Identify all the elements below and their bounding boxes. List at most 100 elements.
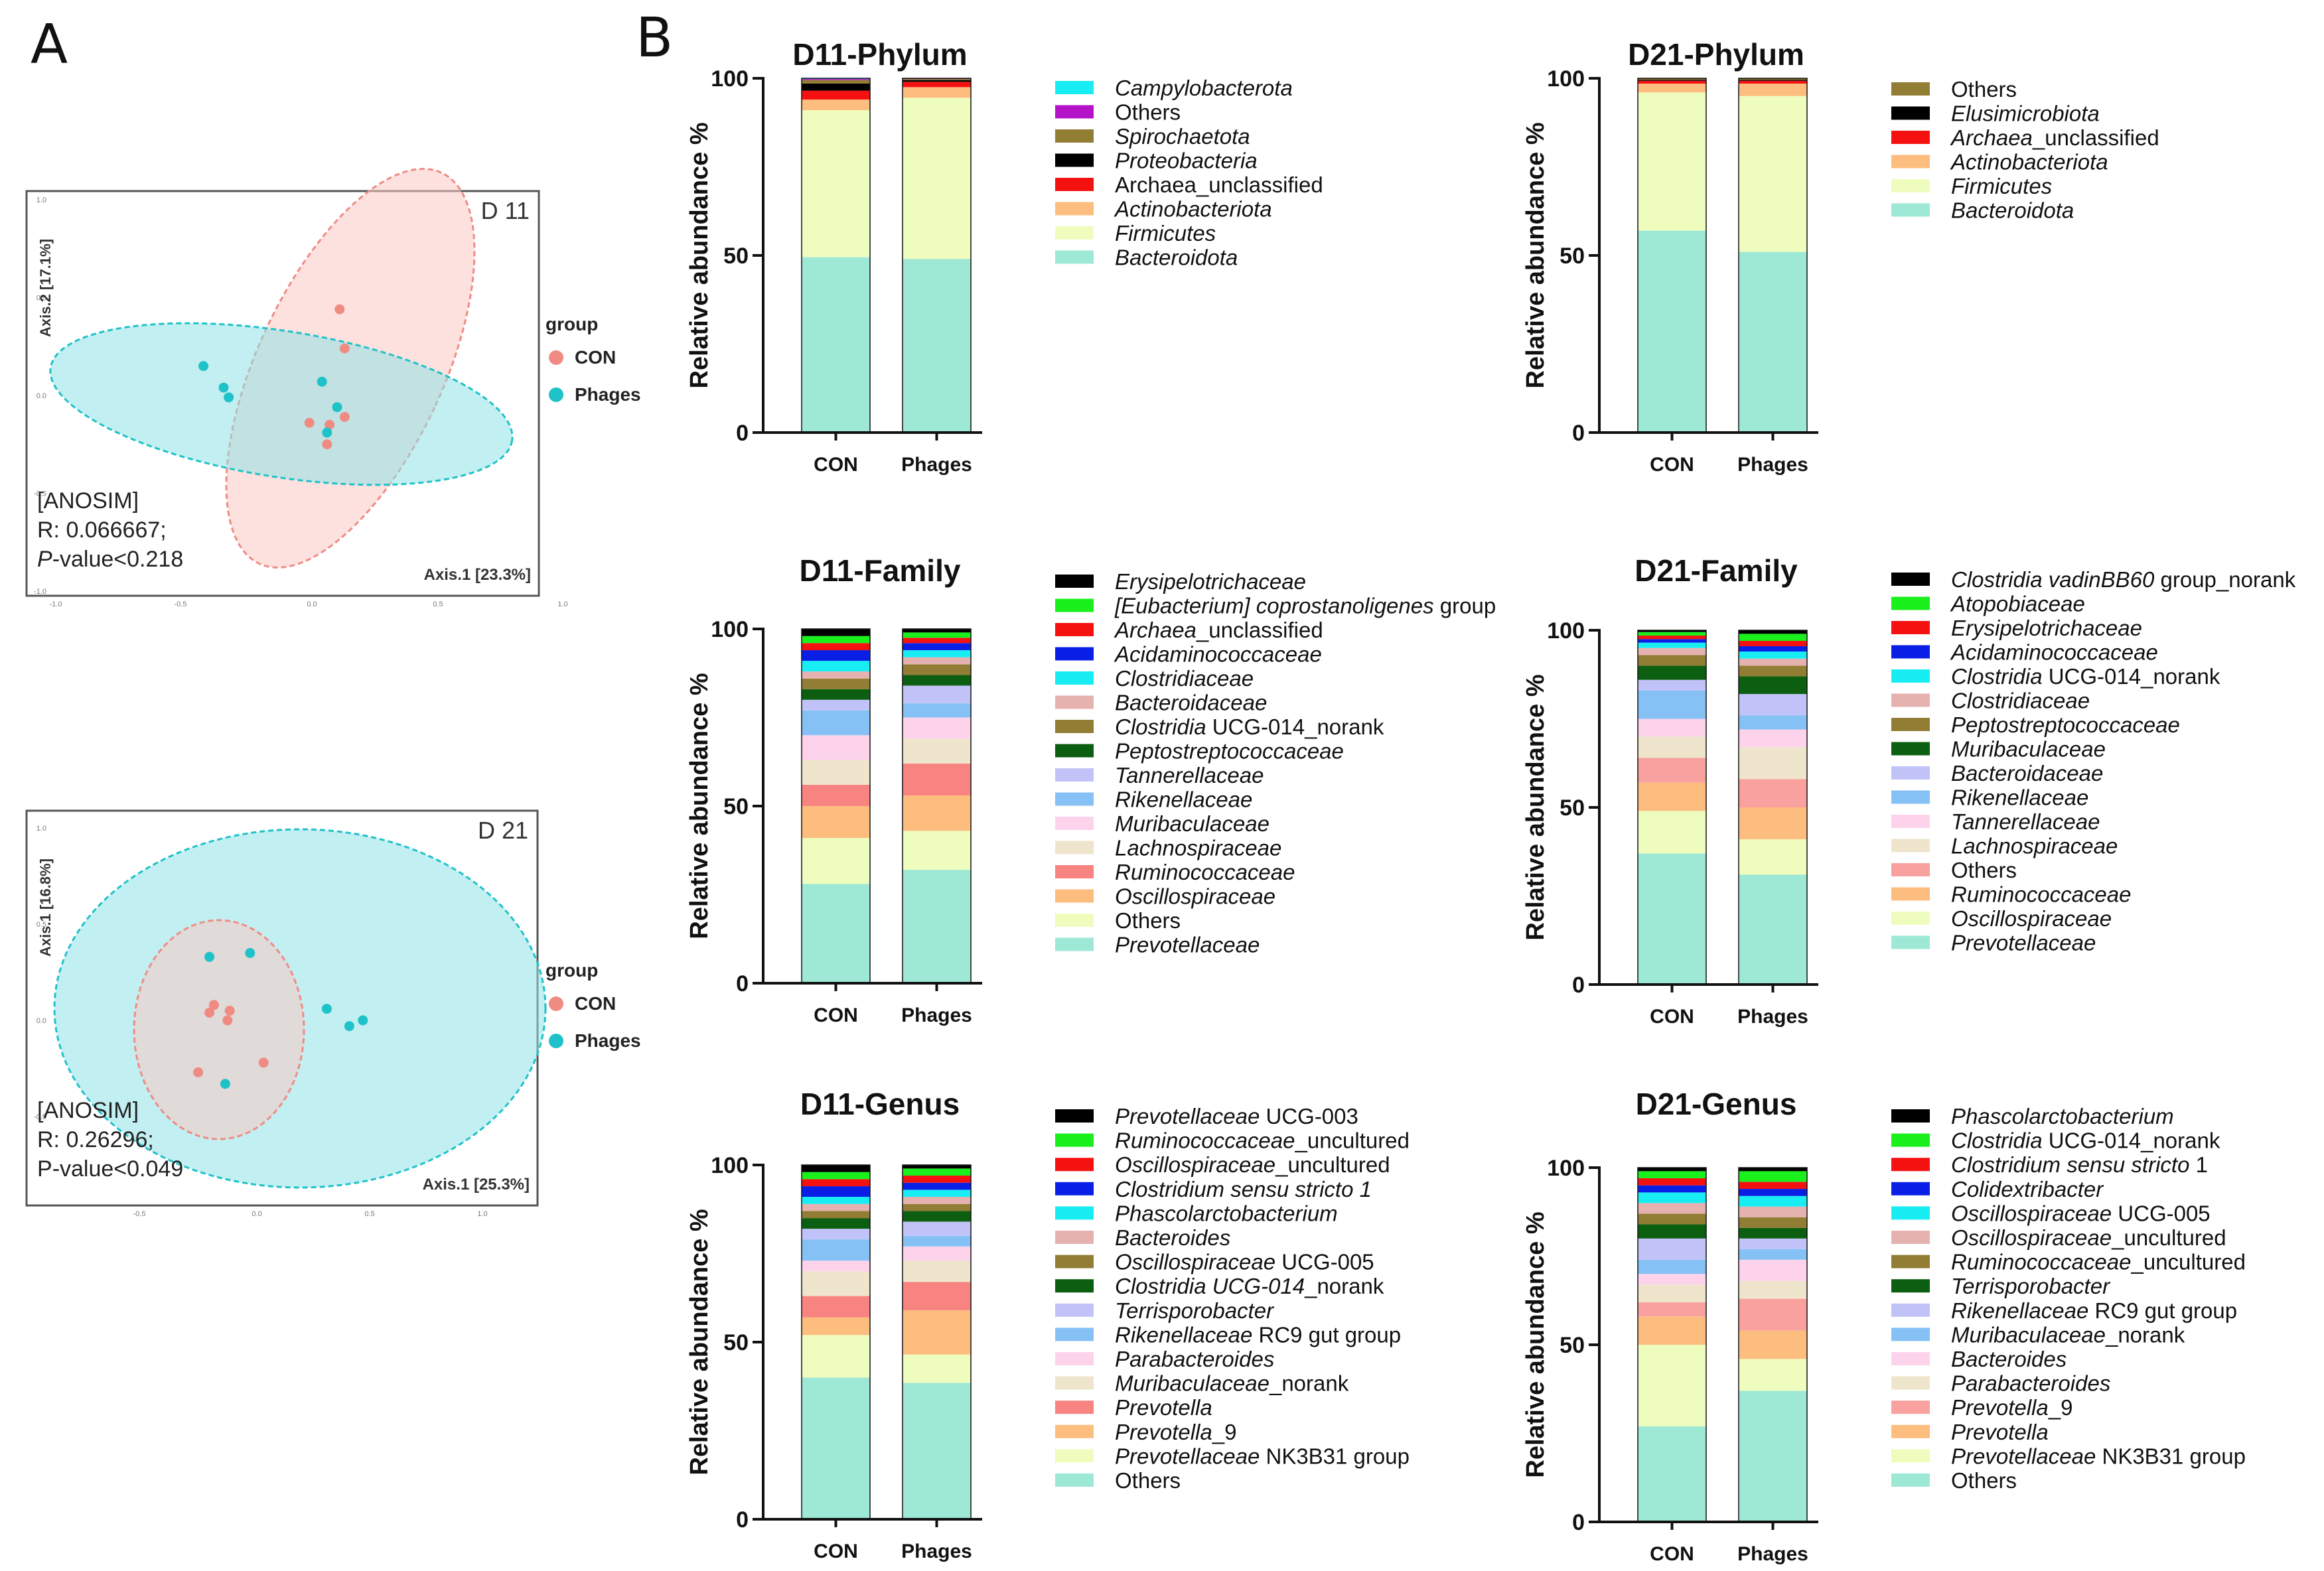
legend-swatch [1891,1158,1930,1172]
legend-swatch [1055,105,1094,119]
bar-segment-con-9 [1638,655,1706,666]
bar-segment-con-1 [802,1335,870,1378]
bar-segment-con-11 [802,661,870,672]
data-point-con [208,1000,219,1010]
anosim-p-value: -value<0.049 [52,1156,184,1182]
bar-segment-con-0 [802,884,870,983]
bar-segment-con-0 [802,257,870,433]
panel-label-a: A [31,13,68,76]
legend-label-italic: Clostridia [1115,715,1206,739]
legend-swatch [1055,889,1094,903]
legend-label-plain: _uncultured [2111,1225,2226,1250]
stacked-bar-panels: D11-Phylum Relative abundance % CON Phages 0… [686,37,2296,1565]
legend-label: Tannerellaceae [1951,809,2100,834]
legend-label: Bacteroidota [1951,198,2074,223]
legend-label-italic: Elusimicrobiota [1951,102,2100,126]
legend-label: Tannerellaceae [1115,763,1264,787]
bar-segment-con-15 [802,629,870,636]
bar-segment-phages-9 [1739,1217,1807,1228]
bar-segment-con-4 [1638,80,1706,81]
legend-swatch [1891,621,1930,634]
legend-label-plain: Others [1951,858,2017,882]
legend-label-italic: Peptostreptococcaceae [1951,713,2180,737]
bar-segment-con-2 [802,100,870,111]
group-legend-title: group [545,960,598,981]
legend-swatch [1055,226,1094,239]
bar-segment-phages-5 [1739,78,1807,80]
bar-chart-d11-genus: D11-Genus Relative abundance % CON Phages 0 5… [686,1087,1410,1562]
legend-label-italic: Archaea [1950,125,2033,150]
legend-label: Prevotellaceae UCG-003 [1115,1104,1358,1128]
bar-segment-con-5 [802,80,870,84]
legend-label: Acidaminococcaceae [1950,640,2158,665]
legend-label-italic: Prevotellaceae [1115,933,1260,957]
bar-segment-con-7 [802,699,870,711]
bar-segment-phages-10 [903,1197,971,1204]
legend-swatch [1891,1109,1930,1123]
bar-segment-con-8 [802,1218,870,1229]
legend-label: Ruminococcaceae [1951,882,2131,907]
y-tick-label: 0 [1572,1510,1585,1535]
bar-segment-phages-0 [903,259,971,433]
legend-swatch [1055,1182,1094,1195]
legend-label-italic: Parabacteroides [1115,1347,1274,1371]
legend-label: Archaea_unclassified [1115,172,1323,197]
legend-label-italic: Rikenellaceae [1951,1298,2088,1323]
bar-segment-con-14 [802,1172,870,1180]
bar-segment-con-4 [802,760,870,785]
bar-segment-phages-11 [903,1190,971,1197]
legend-swatch [1055,744,1094,758]
legend-swatch [1891,887,1930,901]
pcoa-panels: 1.0 0.5 0.0 -0.5 -1.0 -1.0 -0.5 0.0 0.5 1.0 D 11 Ax… [25,168,641,1218]
legend-label: Clostridia UCG-014_norank [1951,664,2220,689]
legend-label-plain: _norank [1304,1274,1384,1298]
bar-segment-phages-14 [1739,634,1807,642]
legend-label: Terrisporobacter [1115,1298,1275,1323]
legend-label-italic: Actinobacteriota [1950,150,2108,174]
y-tick-label: 50 [723,1330,749,1355]
legend-label: Erysipelotrichaceae [1115,569,1306,594]
legend-swatch [1891,912,1930,925]
group-legend-marker-phages [549,1034,563,1048]
legend-label-italic: Ruminococcaceae [1115,860,1295,884]
legend-swatch [1891,573,1930,586]
bar-segment-con-7 [1638,1238,1706,1260]
legend-label: Firmicutes [1951,174,2052,198]
legend-label: Oscillospiraceae [1951,906,2112,931]
legend-swatch [1891,863,1930,876]
legend-label-italic: Atopobiaceae [1950,592,2085,616]
legend-label-italic: Clostridia UCG-014 [1115,1274,1305,1298]
legend-label-italic: Oscillospiraceae [1115,1250,1275,1274]
x-tick-label: CON [1650,454,1694,476]
bar-segment-con-3 [1638,80,1706,84]
legend-label-italic: Bacteroidaceae [1115,691,1267,715]
panel-day-label: D 11 [481,197,530,224]
legend-swatch [1891,839,1930,853]
bar-segment-phages-11 [1739,651,1807,659]
bar-segment-phages-0 [903,870,971,983]
bar-segment-phages-12 [903,1182,971,1190]
group-legend-label: CON [575,993,616,1014]
bar-segment-con-14 [802,636,870,644]
bar-segment-phages-6 [1739,1249,1807,1260]
legend-label-italic: Parabacteroides [1951,1371,2110,1396]
anosim-p-value: -value<0.218 [52,547,184,572]
legend-label: Prevotellaceae [1951,931,2096,955]
legend-label-italic: Clostridia [1951,1128,2043,1153]
bar-segment-phages-10 [1739,658,1807,666]
chart-title: D21-Genus [1636,1087,1797,1121]
legend-swatch [1055,671,1094,685]
legend-swatch [1055,1352,1094,1365]
legend-label-italic: Prevotella [1951,1395,2049,1420]
panel-day-label: D 21 [478,817,528,844]
bar-segment-con-10 [802,1203,870,1211]
bar-segment-con-0 [1638,1426,1706,1522]
bar-segment-phages-14 [903,632,971,638]
bar-segment-con-8 [1638,1224,1706,1239]
anosim-p-prefix: P [37,547,52,572]
legend-swatch [1055,1109,1094,1123]
legend-label-italic: Ruminococcaceae [1115,1128,1295,1153]
group-legend-title: group [545,314,598,334]
bar-segment-con-13 [802,643,870,651]
